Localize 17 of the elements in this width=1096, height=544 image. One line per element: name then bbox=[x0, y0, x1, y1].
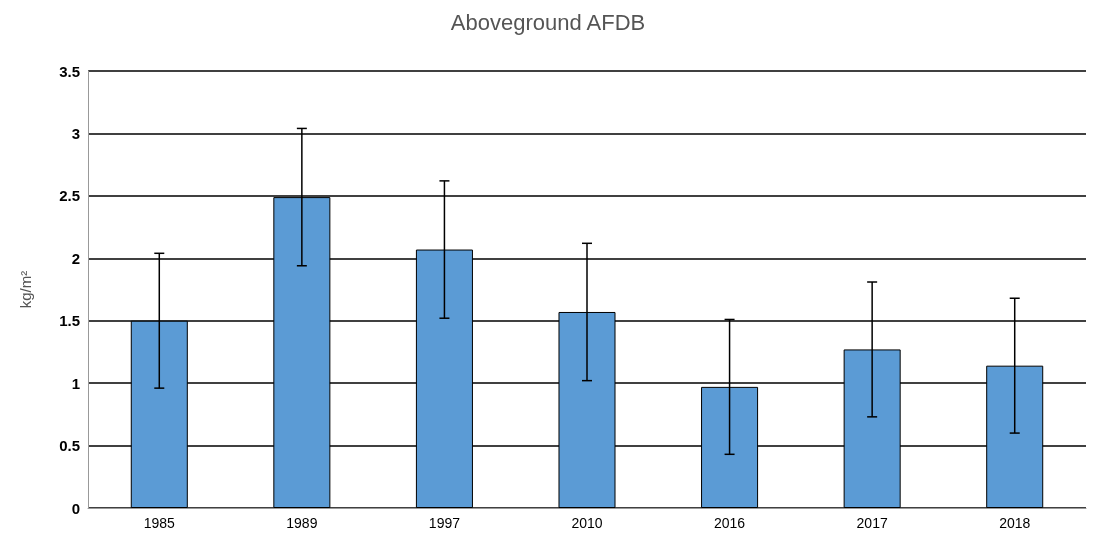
y-tick-label: 3 bbox=[71, 124, 80, 142]
x-tick-label: 1989 bbox=[286, 515, 318, 531]
x-tick-label: 1985 bbox=[143, 515, 176, 531]
y-tick-label: 2 bbox=[71, 249, 80, 267]
y-tick-label: 3.5 bbox=[59, 62, 80, 80]
x-tick-label: 2010 bbox=[571, 515, 603, 531]
y-tick-label: 0.5 bbox=[59, 437, 80, 455]
y-tick-label: 1.5 bbox=[59, 312, 80, 330]
chart-title: Aboveground AFDB bbox=[450, 9, 646, 35]
x-tick-label: 1997 bbox=[428, 515, 461, 531]
y-axis-title: kg/m² bbox=[17, 270, 34, 309]
y-tick-label: 0 bbox=[71, 499, 80, 517]
x-tick-label: 2017 bbox=[856, 515, 888, 531]
x-tick-label: 2016 bbox=[713, 515, 746, 531]
x-tick-label: 2018 bbox=[999, 515, 1031, 531]
y-tick-label: 2.5 bbox=[59, 187, 80, 205]
y-tick-label: 1 bbox=[71, 374, 80, 392]
